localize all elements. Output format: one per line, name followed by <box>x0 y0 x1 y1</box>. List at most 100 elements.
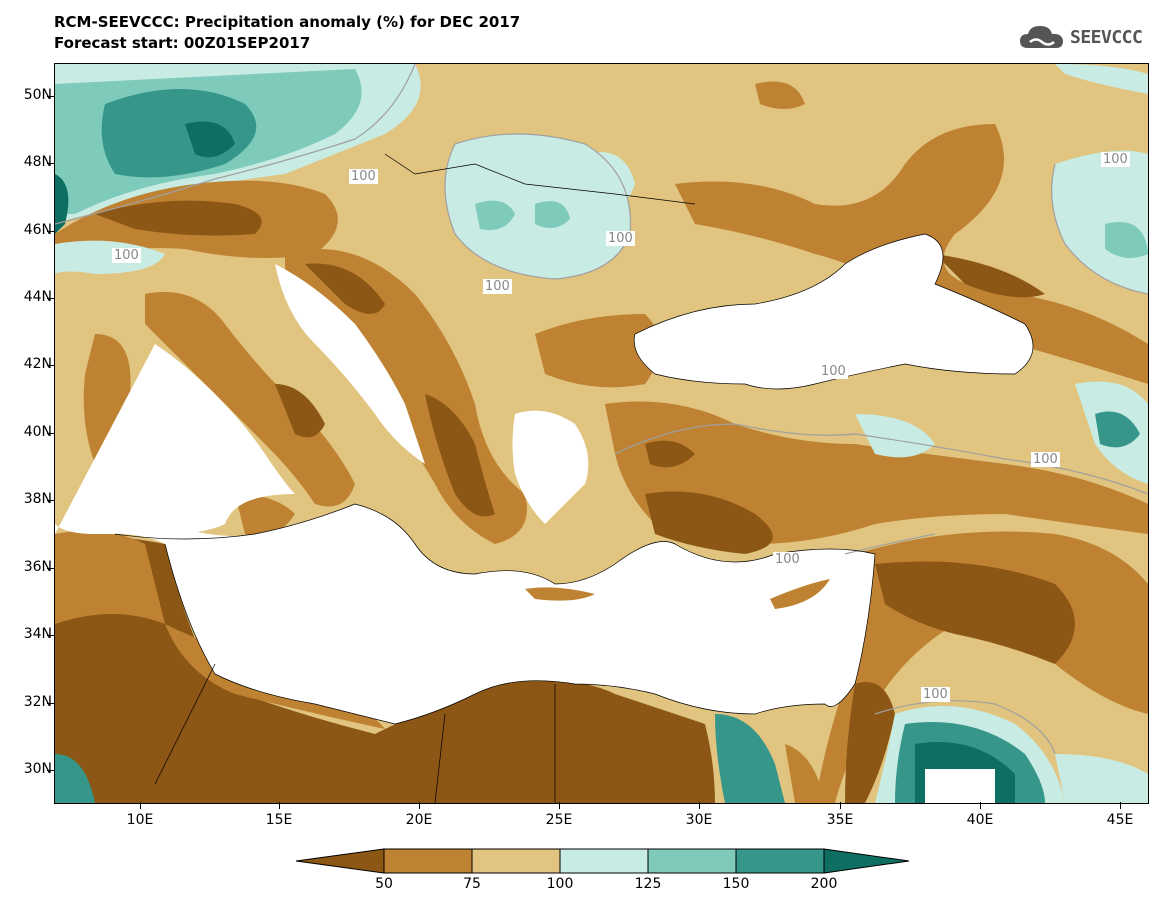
cloud-icon <box>1020 26 1063 48</box>
very-dry-anatolia <box>645 440 695 468</box>
very-dry-syria <box>875 561 1075 664</box>
lon-label: 35E <box>826 812 854 828</box>
wet-spot-turkey <box>855 414 935 458</box>
contour-label: 100 <box>606 231 635 246</box>
title-block: RCM-SEEVCCC: Precipitation anomaly (%) f… <box>54 12 520 54</box>
lat-tick <box>47 568 54 569</box>
wet-region-sw <box>55 754 95 803</box>
colorbar <box>296 848 910 874</box>
very-dry-alps <box>95 200 262 236</box>
very-dry-albania <box>425 394 495 517</box>
missing-data-patch <box>925 769 995 803</box>
lon-label: 30E <box>685 812 713 828</box>
contour-label: 100 <box>1031 452 1060 467</box>
lat-tick <box>47 96 54 97</box>
wet-core-west <box>55 174 69 234</box>
lat-tick <box>47 433 54 434</box>
lon-label: 40E <box>966 812 994 828</box>
wet-spot-hungary <box>475 200 515 230</box>
dry-region-bulgaria <box>535 314 660 388</box>
very-dry-croatia <box>305 263 385 314</box>
colorbar-segment <box>647 848 737 874</box>
sea-mediterranean <box>115 504 875 724</box>
forecast-start: Forecast start: 00Z01SEP2017 <box>54 34 311 52</box>
lat-label: 46N <box>23 222 52 238</box>
lat-tick <box>47 231 54 232</box>
lat-label: 44N <box>23 289 52 305</box>
lon-label: 15E <box>265 812 293 828</box>
lat-label: 30N <box>23 761 52 777</box>
lat-tick <box>47 500 54 501</box>
dry-region-tunisia <box>55 530 165 624</box>
lat-label: 40N <box>23 424 52 440</box>
wet-spot-northeast <box>1105 222 1148 258</box>
lat-label: 38N <box>23 491 52 507</box>
island-cyprus <box>770 579 830 609</box>
very-dry-jordan <box>845 682 895 803</box>
lat-label: 34N <box>23 626 52 642</box>
very-dry-italy <box>275 384 325 438</box>
lon-tick <box>279 802 280 809</box>
contour-label: 100 <box>1101 152 1130 167</box>
map-area: 100 100 100 100 100 100 100 100 100 <box>54 63 1149 804</box>
sea-aegean <box>512 410 589 524</box>
very-dry-caucasus <box>935 254 1045 298</box>
wet-core-germany <box>185 121 235 158</box>
contour-label: 100 <box>921 687 950 702</box>
dry-region-sinai <box>785 744 825 803</box>
lat-label: 42N <box>23 356 52 372</box>
sea-black <box>634 234 1033 389</box>
wet-spot-romania <box>535 201 570 228</box>
colorbar-tick: 75 <box>463 876 481 892</box>
colorbar-segment <box>735 848 825 874</box>
contour-label: 100 <box>112 248 141 263</box>
anomaly-map <box>55 64 1148 803</box>
very-dry-north-africa <box>55 534 715 803</box>
very-dry-turkey <box>645 491 773 554</box>
colorbar-tick: 125 <box>634 876 662 892</box>
lat-tick <box>47 635 54 636</box>
dry-region-sicily <box>235 494 295 537</box>
lat-label: 50N <box>23 87 52 103</box>
wet-region-northeast <box>1051 150 1148 294</box>
sea-adriatic <box>275 264 425 464</box>
dry-spot-north <box>755 81 805 109</box>
lat-tick <box>47 298 54 299</box>
dry-region-italy <box>145 292 355 507</box>
lon-label: 25E <box>545 812 573 828</box>
colorbar-tick: 50 <box>375 876 393 892</box>
sea-tyrrhenian <box>55 344 295 803</box>
lat-tick <box>47 365 54 366</box>
lat-label: 32N <box>23 694 52 710</box>
colorbar-tick: 100 <box>546 876 574 892</box>
contour-lines <box>55 64 1148 755</box>
map-title: RCM-SEEVCCC: Precipitation anomaly (%) f… <box>54 13 521 31</box>
colorbar-segment <box>559 848 649 874</box>
contour-label: 100 <box>483 279 512 294</box>
lon-tick <box>140 802 141 809</box>
lon-label: 10E <box>126 812 154 828</box>
colorbar-segment <box>296 848 385 874</box>
colorbar-tick: 200 <box>810 876 838 892</box>
wet-spot-moldova <box>585 152 635 207</box>
contour-label: 100 <box>349 169 378 184</box>
contour-label: 100 <box>773 552 802 567</box>
colorbar-segment <box>471 848 561 874</box>
logo: SEEVCCC <box>1018 22 1143 52</box>
wet-region-nile-delta <box>715 714 785 803</box>
island-crete <box>525 587 595 601</box>
lat-label: 36N <box>23 559 52 575</box>
lat-tick <box>47 703 54 704</box>
lon-tick <box>699 802 700 809</box>
lat-label: 48N <box>23 154 52 170</box>
lon-tick <box>840 802 841 809</box>
wet-region-iraq <box>1055 754 1148 803</box>
lon-label: 45E <box>1106 812 1134 828</box>
colorbar-segment <box>823 848 910 874</box>
lon-tick <box>1120 802 1121 809</box>
wet-spot-caucasus <box>1095 411 1140 448</box>
lat-tick <box>47 770 54 771</box>
lon-label: 20E <box>405 812 433 828</box>
lon-tick <box>559 802 560 809</box>
logo-text: SEEVCCC <box>1070 26 1143 48</box>
